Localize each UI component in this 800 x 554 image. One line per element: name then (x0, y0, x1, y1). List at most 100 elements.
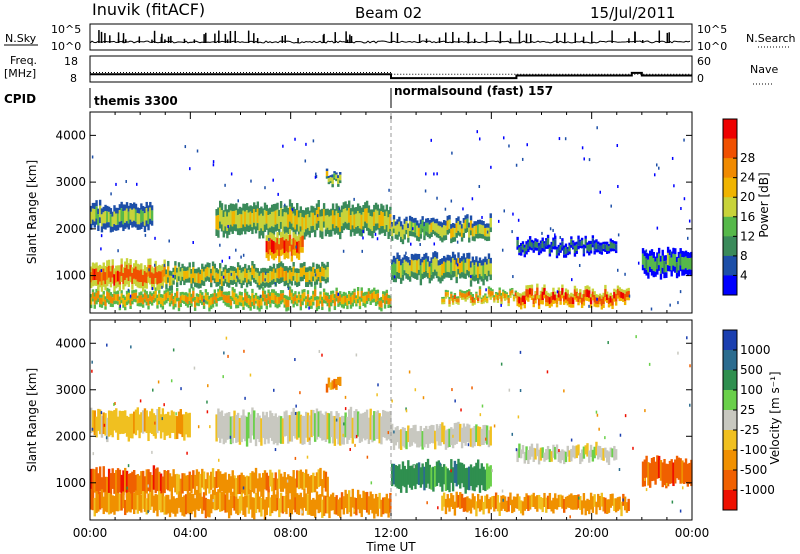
power-echo-cell (91, 262, 95, 269)
power-echo-cell (602, 304, 605, 308)
power-echo-cell (143, 292, 147, 300)
power-echo-cell (133, 289, 136, 293)
power-echo-cell (641, 264, 645, 271)
power-echo-cell (432, 252, 435, 259)
power-echo-cell (219, 296, 222, 301)
power-echo-cell (152, 268, 156, 274)
velocity-echo-cell (539, 447, 543, 461)
velocity-echo-cell (279, 492, 283, 513)
power-echo-cell (159, 297, 163, 305)
power-echo-cell (122, 294, 125, 299)
power-echo-cell (317, 305, 320, 310)
power-echo-cell (245, 273, 249, 283)
velocity-echo-cell (464, 426, 467, 446)
power-echo-cell (172, 280, 175, 285)
velocity-echo-cell (165, 413, 168, 436)
power-echo-cell (408, 265, 412, 277)
power-echo-cell (143, 265, 147, 271)
velocity-echo-speck (479, 413, 482, 417)
velocity-echo-cell (521, 501, 525, 516)
power-echo-cell (129, 299, 132, 306)
power-echo-cell (598, 245, 602, 252)
power-echo-cell (491, 295, 494, 298)
velocity-echo-cell (149, 472, 152, 496)
power-echo-cell (229, 299, 233, 306)
power-echo-cell (606, 250, 609, 255)
power-echo-cell (150, 283, 154, 290)
power-echo-cell (118, 265, 122, 272)
velocity-echo-cell (545, 449, 548, 461)
power-echo-cell (356, 203, 360, 211)
power-echo-cell (521, 243, 525, 250)
power-echo-cell (294, 268, 297, 273)
power-echo-cell (184, 295, 188, 303)
power-echo-cell (457, 230, 460, 236)
power-echo-cell (516, 240, 519, 247)
power-echo-cell (434, 251, 437, 258)
power-echo-cell (652, 258, 655, 271)
power-echo-cell (528, 236, 532, 240)
power-echo-speck (628, 294, 631, 298)
power-echo-cell (312, 206, 315, 213)
power-echo-cell (622, 289, 625, 293)
power-echo-cell (604, 297, 607, 302)
power-echo-cell (122, 298, 125, 305)
power-echo-cell (281, 231, 285, 238)
power-echo-cell (437, 233, 440, 239)
power-echo-cell (351, 291, 354, 295)
velocity-echo-cell (412, 464, 415, 486)
power-echo-cell (441, 227, 444, 238)
velocity-echo-cell (475, 462, 478, 488)
power-echo-cell (614, 301, 618, 306)
power-echo-cell (231, 226, 234, 234)
power-echo-cell (98, 281, 102, 288)
velocity-echo-cell (262, 411, 265, 438)
power-echo-cell (480, 302, 483, 305)
velocity-echo-cell (231, 470, 234, 489)
power-echo-cell (95, 262, 98, 269)
power-echo-cell (475, 221, 478, 226)
power-echo-cell (98, 270, 102, 282)
power-echo-cell (579, 299, 582, 303)
power-echo-cell (276, 296, 279, 305)
power-echo-speck (219, 243, 221, 247)
power-echo-cell (267, 273, 270, 283)
power-echo-cell (147, 294, 150, 299)
power-echo-cell (448, 260, 451, 273)
velocity-echo-cell (247, 495, 251, 514)
power-echo-cell (446, 254, 449, 261)
velocity-echo-cell (161, 408, 165, 433)
velocity-echo-cell (563, 450, 566, 465)
velocity-echo-cell (158, 471, 161, 494)
power-echo-cell (244, 301, 247, 306)
power-echo-cell (579, 245, 582, 249)
velocity-echo-cell (516, 448, 519, 463)
power-echo-cell (602, 248, 605, 252)
velocity-echo-cell (308, 496, 311, 515)
power-echo-cell (348, 222, 351, 231)
power-echo-cell (451, 297, 455, 303)
power-echo-cell (484, 262, 487, 274)
power-echo-cell (100, 285, 104, 292)
power-echo-cell (322, 209, 326, 222)
power-echo-cell (419, 233, 423, 239)
power-echo-cell (299, 247, 303, 253)
velocity-echo-cell (125, 492, 129, 513)
power-echo-cell (140, 291, 143, 296)
power-echo-cell (269, 227, 272, 235)
power-echo-cell (292, 296, 295, 304)
power-echo-cell (226, 273, 229, 283)
power-echo-cell (281, 293, 285, 300)
velocity-echo-cell (613, 498, 616, 512)
power-colorbar-swatch (723, 197, 737, 218)
power-echo-cell (351, 302, 354, 307)
velocity-echo-cell (383, 410, 387, 438)
velocity-echo-cell (294, 494, 297, 513)
power-echo-cell (118, 284, 122, 291)
power-echo-cell (595, 249, 598, 253)
power-echo-cell (362, 205, 365, 213)
power-echo-cell (143, 225, 147, 233)
velocity-echo-cell (331, 492, 335, 511)
power-echo-cell (462, 291, 466, 294)
power-echo-cell (296, 252, 299, 259)
